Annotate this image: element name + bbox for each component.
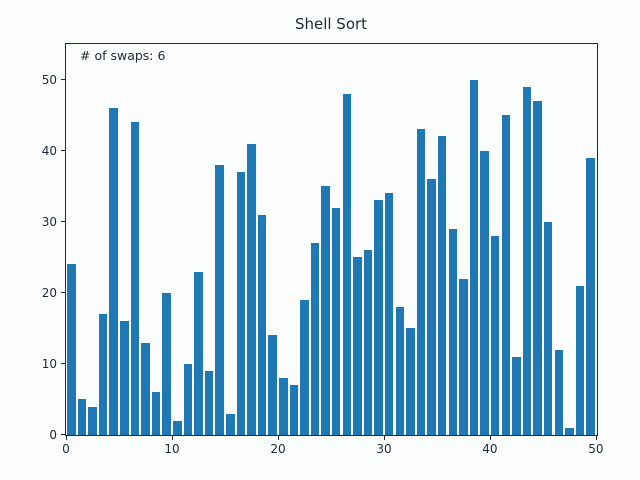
bar	[544, 221, 553, 435]
y-tick-label: 10	[41, 356, 57, 371]
bar	[469, 79, 479, 435]
bar	[395, 307, 405, 435]
bar	[289, 385, 299, 435]
y-tick-label: 30	[41, 214, 57, 229]
y-tick-label: 20	[41, 285, 57, 300]
bar	[204, 371, 214, 435]
bar	[162, 292, 171, 435]
bar	[342, 93, 352, 435]
bar	[491, 235, 500, 435]
bar	[501, 115, 511, 435]
bar	[310, 243, 320, 435]
bar	[353, 257, 362, 435]
x-tick-label: 20	[270, 442, 286, 456]
x-tick-mark	[489, 435, 491, 440]
bar	[109, 107, 118, 435]
bar	[247, 143, 256, 435]
y-tick-mark	[61, 78, 66, 80]
bar	[459, 278, 468, 435]
x-tick-mark	[383, 435, 385, 440]
y-tick-label: 50	[41, 72, 57, 87]
bar	[522, 86, 532, 435]
bar	[173, 420, 182, 435]
bar	[300, 299, 309, 435]
swaps-annotation: # of swaps: 6	[80, 48, 166, 63]
bar	[183, 363, 193, 435]
x-tick-mark	[171, 435, 173, 440]
x-tick-label: 0	[62, 442, 70, 456]
bar	[268, 335, 277, 435]
bar	[554, 349, 564, 435]
bar	[226, 413, 235, 435]
y-tick-mark	[61, 149, 66, 151]
bar	[141, 342, 150, 435]
x-tick-label: 40	[482, 442, 498, 456]
x-tick-label: 10	[164, 442, 180, 456]
bar	[533, 100, 542, 435]
bar	[438, 136, 447, 435]
bar	[565, 427, 574, 435]
y-tick-label: 0	[49, 428, 57, 442]
bar	[575, 285, 585, 435]
x-tick-label: 30	[376, 442, 392, 456]
bar	[406, 328, 415, 435]
bar	[215, 164, 224, 435]
plot-area: # of swaps: 6 0 10 20 30 40 50 0 10 20 30 40 50	[42, 43, 604, 456]
y-tick-label: 40	[41, 143, 57, 158]
bar	[321, 186, 330, 435]
bar	[130, 122, 140, 435]
bar	[67, 264, 76, 435]
bar	[480, 150, 489, 435]
bar	[416, 129, 426, 435]
bar	[385, 193, 394, 435]
chart-title: Shell Sort	[294, 15, 368, 33]
y-tick-mark	[61, 220, 66, 222]
bar	[332, 207, 341, 435]
bar	[77, 399, 87, 435]
bar	[374, 200, 383, 435]
bar	[512, 356, 521, 435]
bar	[448, 228, 458, 435]
y-tick-mark	[61, 434, 66, 435]
x-tick-mark	[595, 435, 597, 440]
y-tick-mark	[61, 362, 66, 364]
bar	[98, 314, 108, 435]
bar	[194, 271, 203, 435]
bar	[363, 250, 373, 435]
bar	[257, 214, 267, 435]
x-tick-label: 50	[588, 442, 604, 456]
bar	[88, 406, 97, 435]
x-tick-mark	[66, 435, 67, 440]
bar	[586, 157, 595, 435]
bar	[151, 392, 161, 435]
x-tick-mark	[277, 435, 279, 440]
bar	[120, 321, 129, 435]
bar	[236, 171, 246, 435]
bar	[279, 378, 288, 435]
y-tick-mark	[61, 291, 66, 293]
bar	[427, 179, 436, 435]
